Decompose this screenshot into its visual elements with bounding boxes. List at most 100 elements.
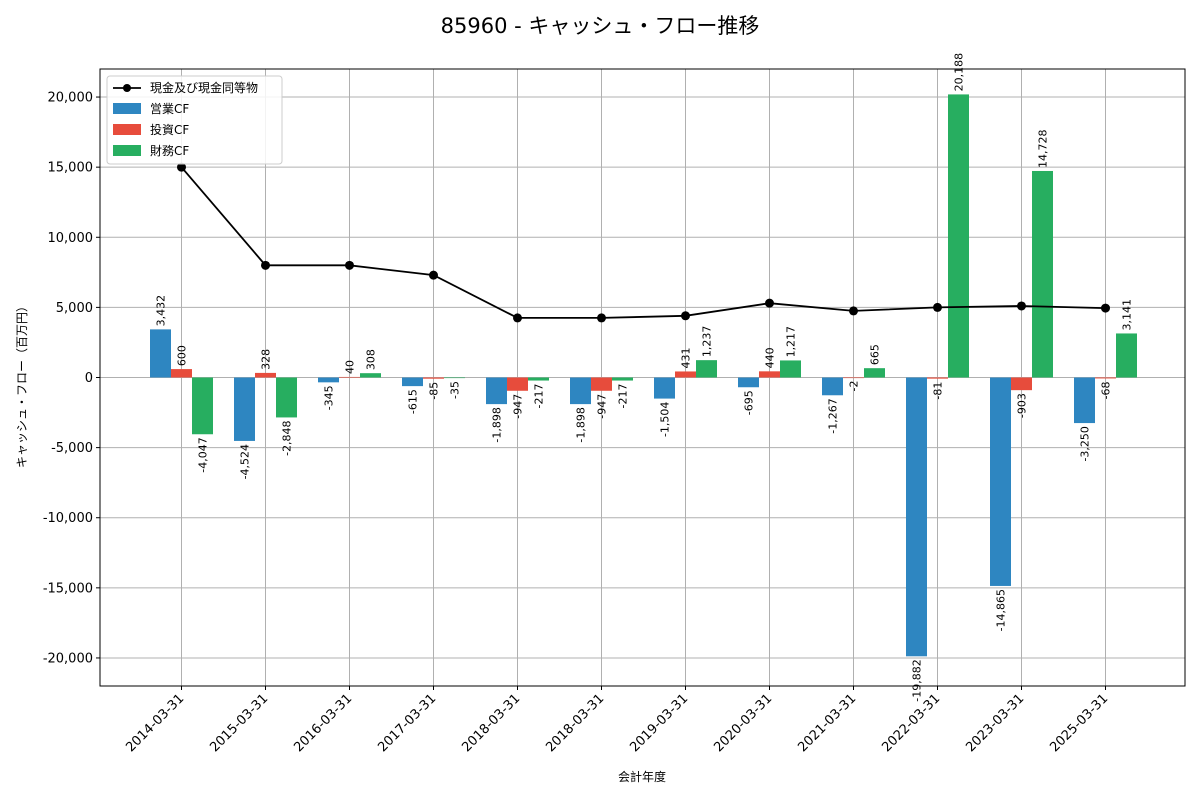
y-axis-ticks: -20,000 -15,000 -10,000 -5,000 0 5,000 10,000 1… (43, 91, 100, 666)
legend-label-2: 財務CF (150, 143, 189, 158)
x-tick-label: 2016-03-31 (291, 691, 355, 755)
data-label-2-7: 1,217 (785, 326, 798, 358)
x-tick-label: 2017-03-31 (375, 691, 439, 755)
legend-label-1: 投資CF (150, 122, 189, 137)
bar-1-0 (171, 369, 192, 378)
x-tick-label: 2015-03-31 (207, 691, 271, 755)
bar-1-3 (423, 377, 444, 379)
bar-0-2 (318, 377, 339, 383)
y-tick-label: -20,000 (43, 651, 93, 666)
x-axis-label: 会計年度 (618, 769, 666, 784)
x-tick-label: 2021-03-31 (795, 691, 859, 755)
legend-box (106, 75, 283, 165)
cash-point-0 (177, 162, 186, 172)
data-label-1-0: 600 (176, 345, 189, 366)
bar-2-0 (192, 377, 213, 435)
legend-label-cash: 現金及び現金同等物 (150, 80, 258, 95)
bar-0-6 (654, 377, 675, 399)
bar-1-5 (591, 377, 612, 391)
cash-point-7 (765, 298, 774, 308)
cash-point-10 (1017, 301, 1026, 311)
y-tick-label: 15,000 (48, 161, 94, 176)
data-label-1-1: 328 (260, 349, 273, 370)
bar-0-7 (738, 377, 759, 388)
data-label-2-11: 3,141 (1121, 299, 1134, 331)
bar-0-9 (906, 377, 927, 657)
cash-point-8 (849, 306, 858, 316)
x-tick-label: 2018-03-31 (459, 691, 523, 755)
data-label-2-6: 1,237 (701, 326, 714, 358)
bar-2-6 (696, 360, 717, 378)
bar-1-2 (339, 376, 360, 378)
data-label-0-8: -1,267 (827, 398, 840, 433)
y-tick-label: 5,000 (56, 301, 93, 316)
bar-1-11 (1095, 377, 1116, 379)
bar-1-1 (255, 372, 276, 378)
data-label-1-11: -68 (1100, 381, 1113, 399)
bar-2-4 (528, 377, 549, 381)
bar-2-9 (948, 94, 969, 378)
bars (150, 94, 1137, 657)
y-axis-label: キャッシュ・フロー（百万円） (15, 300, 29, 468)
data-label-0-1: -4,524 (239, 444, 252, 479)
bar-2-3 (444, 377, 465, 379)
data-label-1-8: -2 (848, 381, 861, 392)
x-tick-label: 2014-03-31 (123, 691, 187, 755)
data-label-1-10: -903 (1016, 393, 1029, 418)
data-label-2-3: -35 (449, 381, 462, 399)
bar-2-2 (360, 373, 381, 378)
data-label-0-6: -1,504 (659, 402, 672, 437)
bar-0-4 (486, 377, 507, 405)
data-label-1-3: -85 (428, 382, 441, 400)
y-tick-label: -10,000 (43, 511, 93, 526)
data-label-1-2: 40 (344, 360, 357, 374)
data-label-2-8: 665 (869, 344, 882, 365)
bar-2-7 (780, 360, 801, 378)
legend-swatch-2 (113, 145, 141, 156)
cash-point-11 (1101, 303, 1110, 313)
data-label-0-11: -3,250 (1079, 426, 1092, 461)
bar-1-4 (507, 377, 528, 391)
data-label-0-7: -695 (743, 390, 756, 415)
cash-point-9 (933, 302, 942, 312)
bar-0-5 (570, 377, 591, 405)
cash-line (177, 162, 1110, 323)
data-label-2-9: 20,188 (953, 53, 966, 92)
data-label-1-4: -947 (512, 394, 525, 419)
bar-1-7 (759, 371, 780, 378)
bar-1-6 (675, 371, 696, 378)
x-tick-label: 2019-03-31 (627, 691, 691, 755)
data-label-0-5: -1,898 (575, 407, 588, 442)
bar-2-10 (1032, 170, 1053, 378)
bar-1-9 (927, 377, 948, 379)
cash-point-5 (597, 313, 606, 323)
bar-1-8 (843, 377, 864, 379)
y-tick-label: 20,000 (48, 91, 94, 106)
chart-title: 85960 - キャッシュ・フロー推移 (441, 14, 760, 38)
bar-0-10 (990, 377, 1011, 586)
x-axis-ticks: 2014-03-31 2015-03-31 2016-03-31 2017-03-31… (123, 686, 1111, 755)
cash-point-3 (429, 270, 438, 280)
data-label-0-10: -14,865 (995, 589, 1008, 631)
bar-0-11 (1074, 377, 1095, 424)
legend-swatch-1 (113, 124, 141, 135)
data-label-1-7: 440 (764, 347, 777, 368)
legend-swatch-0 (113, 103, 141, 114)
data-label-1-6: 431 (680, 347, 693, 368)
bar-2-1 (276, 377, 297, 418)
data-label-0-9: -19,882 (911, 659, 924, 701)
y-tick-label: 0 (85, 371, 93, 386)
cash-point-4 (513, 313, 522, 323)
data-label-2-1: -2,848 (281, 420, 294, 455)
cash-polyline (180, 166, 1106, 319)
data-labels: 3,432 -4,524 -345 -615 -1,898 -1,898 -1,504 -69… (155, 53, 1134, 702)
data-label-0-0: 3,432 (155, 295, 168, 327)
data-label-1-5: -947 (596, 394, 609, 419)
cash-point-1 (261, 260, 270, 270)
bar-2-11 (1116, 333, 1137, 378)
bar-1-10 (1011, 377, 1032, 391)
x-tick-label: 2023-03-31 (963, 691, 1027, 755)
x-tick-label: 2018-03-31 (543, 691, 607, 755)
